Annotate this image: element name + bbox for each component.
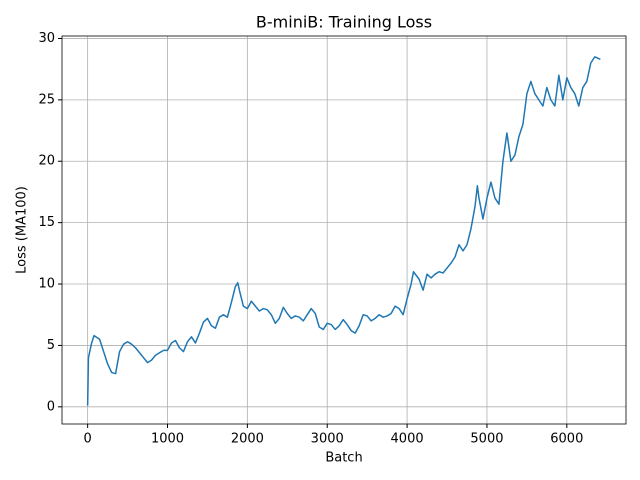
y-tick-label: 20 — [38, 154, 55, 169]
loss-line — [86, 56, 601, 406]
x-tick-label: 2000 — [231, 432, 264, 447]
y-axis-label: Loss (MA100) — [15, 186, 30, 274]
chart-title: B-miniB: Training Loss — [256, 13, 432, 32]
y-tick-label: 0 — [47, 399, 55, 414]
y-tick-label: 15 — [38, 215, 55, 230]
y-tick-label: 25 — [38, 92, 55, 107]
plot-frame — [61, 35, 627, 425]
x-tick-label: 5000 — [470, 432, 503, 447]
y-tick-label: 5 — [47, 338, 55, 353]
y-tick-label: 30 — [38, 31, 55, 46]
x-tick-label: 4000 — [391, 432, 424, 447]
x-tick-label: 1000 — [151, 432, 184, 447]
x-tick-label: 0 — [83, 432, 91, 447]
y-tick-label: 10 — [38, 277, 55, 292]
x-axis-label: Batch — [325, 451, 362, 466]
x-tick-label: 3000 — [311, 432, 344, 447]
x-tick-label: 6000 — [550, 432, 583, 447]
